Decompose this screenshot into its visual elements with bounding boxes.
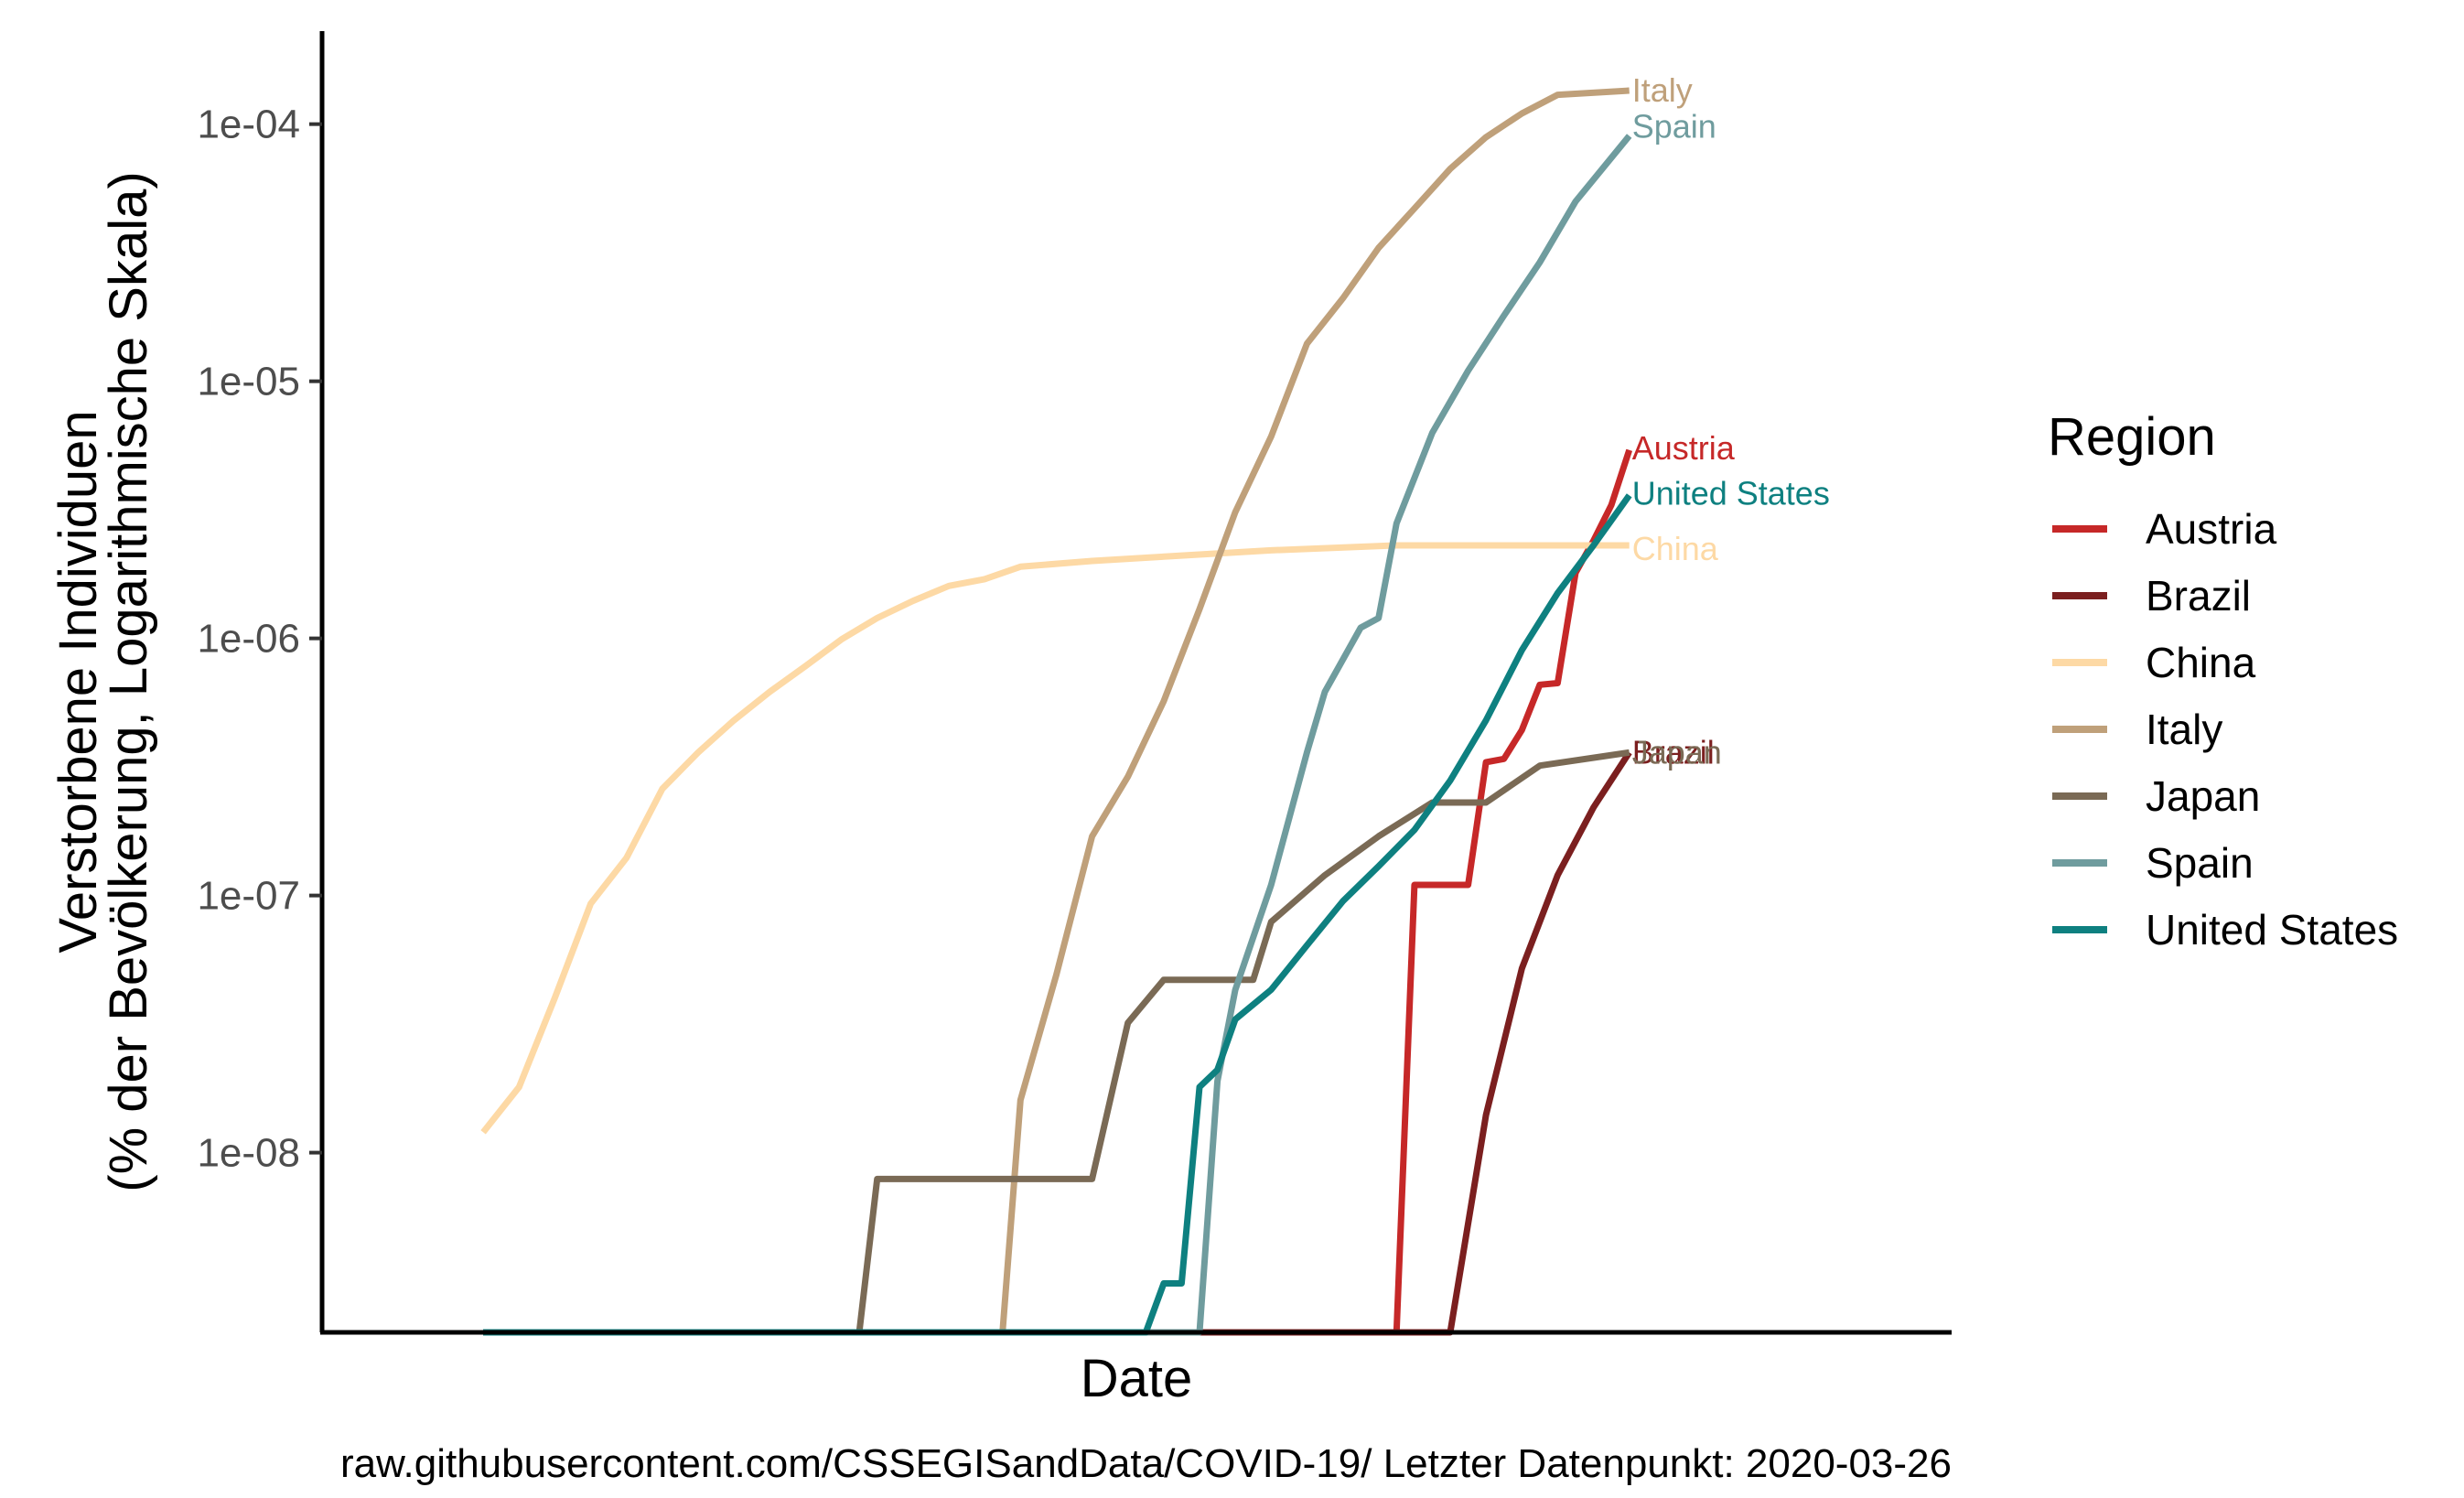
y-axis-title-line1: Verstorbene Individuen [48,410,108,953]
legend-label-china: China [2146,639,2256,686]
legend-label-brazil: Brazil [2146,572,2251,620]
y-tick-label: 1e-08 [197,1131,300,1176]
end-label-japan: Japan [1632,733,1722,771]
series-lines [480,87,1633,1336]
legend-title: Region [2048,407,2216,467]
end-label-united-states: United States [1632,474,1830,512]
end-label-brazil: Brazil [1632,733,1715,771]
series-line-italy [483,87,1630,1336]
caption: raw.githubusercontent.com/CSSEGISandData… [340,1441,1952,1486]
series-line-brazil [483,750,1632,1336]
end-label-china: China [1632,530,1719,567]
y-axis-ticks: 1e-08 1e-07 1e-06 1e-05 1e-04 [197,102,322,1176]
series-line-japan [483,749,1630,1336]
legend: Region Austria Brazil China Italy Japan Spain… [2048,407,2398,954]
end-label-austria: Austria [1632,429,1736,467]
legend-label-united-states: United States [2146,906,2398,954]
end-label-spain: Spain [1632,107,1716,145]
y-tick-label: 1e-05 [197,360,300,404]
legend-label-spain: Spain [2146,839,2254,887]
series-line-spain [483,134,1632,1336]
end-label-italy: Italy [1632,71,1693,109]
y-axis-title-line2: (% der Bevölkerung, Logarithmische Skala… [99,171,158,1191]
series-line-austria [483,448,1633,1336]
series-line-united-states [483,493,1632,1336]
legend-label-austria: Austria [2146,505,2277,553]
series-end-labels: Austria Brazil China Italy Japan Spain United … [1632,71,1830,771]
legend-label-italy: Italy [2146,706,2222,753]
x-axis-title: Date [1081,1349,1193,1408]
legend-label-japan: Japan [2146,772,2260,820]
y-tick-label: 1e-06 [197,617,300,662]
y-tick-label: 1e-04 [197,102,300,147]
y-tick-label: 1e-07 [197,874,300,919]
series-line-china [480,542,1630,1135]
